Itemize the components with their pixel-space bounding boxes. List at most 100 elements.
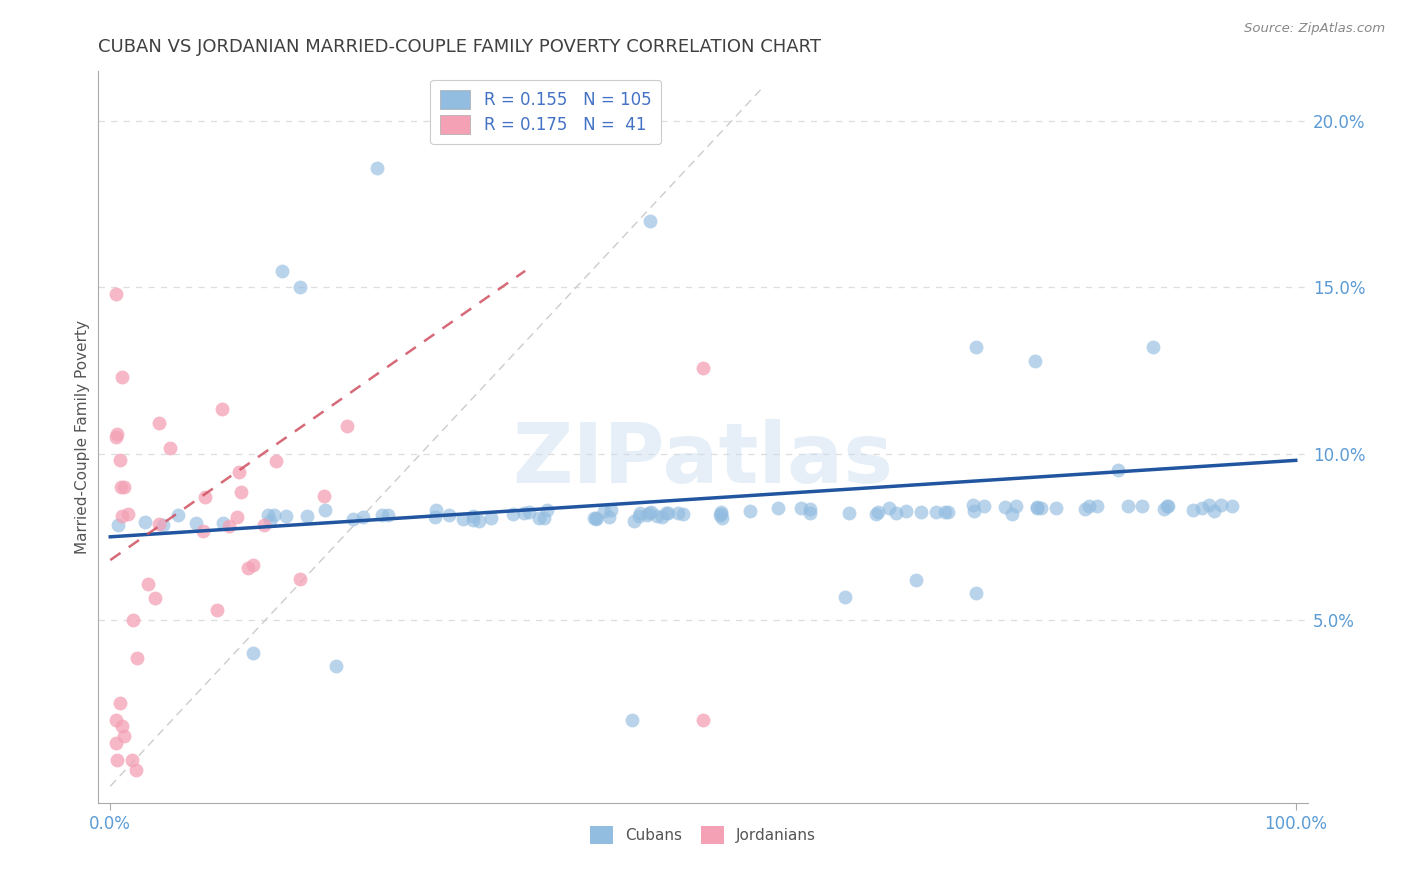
- Point: [152, 517, 174, 532]
- Point: [598, 510, 620, 524]
- Point: [228, 465, 250, 479]
- Point: [711, 511, 734, 525]
- Point: [105, 287, 128, 301]
- Point: [655, 506, 678, 520]
- Y-axis label: Married-Couple Family Poverty: Married-Couple Family Poverty: [75, 320, 90, 554]
- Point: [640, 505, 662, 519]
- Point: [666, 506, 689, 520]
- Point: [766, 500, 789, 515]
- Point: [637, 506, 659, 520]
- Point: [125, 650, 148, 665]
- Point: [1156, 500, 1178, 514]
- Point: [994, 500, 1017, 514]
- Point: [1031, 501, 1053, 516]
- Point: [325, 659, 347, 673]
- Point: [1130, 499, 1153, 513]
- Point: [1107, 463, 1129, 477]
- Point: [620, 713, 643, 727]
- Point: [259, 515, 281, 529]
- Point: [1118, 499, 1140, 513]
- Point: [1045, 501, 1067, 516]
- Point: [965, 586, 987, 600]
- Point: [314, 503, 336, 517]
- Point: [352, 510, 374, 524]
- Legend: Cubans, Jordanians: Cubans, Jordanians: [583, 820, 823, 850]
- Point: [710, 505, 733, 519]
- Point: [312, 489, 335, 503]
- Point: [205, 603, 228, 617]
- Point: [1085, 499, 1108, 513]
- Point: [108, 453, 131, 467]
- Point: [211, 401, 233, 416]
- Point: [242, 558, 264, 572]
- Point: [105, 426, 128, 441]
- Point: [628, 506, 651, 520]
- Point: [672, 507, 695, 521]
- Point: [148, 417, 170, 431]
- Text: ZIPatlas: ZIPatlas: [513, 418, 893, 500]
- Point: [253, 518, 276, 533]
- Point: [936, 505, 959, 519]
- Point: [1142, 340, 1164, 354]
- Point: [377, 508, 399, 523]
- Point: [834, 590, 856, 604]
- Point: [692, 713, 714, 727]
- Point: [229, 484, 252, 499]
- Point: [143, 591, 166, 606]
- Point: [105, 430, 128, 444]
- Point: [894, 504, 917, 518]
- Point: [242, 646, 264, 660]
- Point: [111, 719, 134, 733]
- Point: [121, 753, 143, 767]
- Point: [125, 763, 148, 777]
- Point: [517, 505, 540, 519]
- Point: [536, 502, 558, 516]
- Point: [1004, 499, 1026, 513]
- Point: [1191, 501, 1213, 516]
- Point: [479, 510, 502, 524]
- Point: [288, 280, 311, 294]
- Point: [461, 509, 484, 524]
- Point: [1198, 499, 1220, 513]
- Point: [114, 729, 136, 743]
- Point: [111, 370, 134, 384]
- Point: [838, 506, 860, 520]
- Point: [288, 572, 311, 586]
- Point: [651, 510, 673, 524]
- Point: [105, 713, 128, 727]
- Point: [425, 502, 447, 516]
- Point: [533, 511, 555, 525]
- Point: [865, 507, 887, 521]
- Point: [884, 506, 907, 520]
- Point: [114, 480, 136, 494]
- Point: [211, 516, 233, 530]
- Point: [1209, 498, 1232, 512]
- Point: [136, 576, 159, 591]
- Point: [276, 508, 298, 523]
- Point: [256, 508, 278, 522]
- Text: CUBAN VS JORDANIAN MARRIED-COUPLE FAMILY POVERTY CORRELATION CHART: CUBAN VS JORDANIAN MARRIED-COUPLE FAMILY…: [98, 38, 821, 56]
- Point: [1073, 502, 1095, 516]
- Point: [463, 513, 485, 527]
- Point: [108, 696, 131, 710]
- Point: [218, 518, 240, 533]
- Point: [527, 511, 550, 525]
- Point: [925, 505, 948, 519]
- Point: [111, 508, 134, 523]
- Point: [1024, 353, 1046, 368]
- Point: [910, 505, 932, 519]
- Point: [371, 508, 394, 522]
- Point: [366, 161, 388, 175]
- Point: [1153, 501, 1175, 516]
- Point: [513, 506, 536, 520]
- Point: [1077, 499, 1099, 513]
- Point: [623, 514, 645, 528]
- Point: [866, 505, 889, 519]
- Point: [263, 508, 285, 522]
- Point: [439, 508, 461, 522]
- Point: [107, 517, 129, 532]
- Point: [962, 504, 984, 518]
- Point: [166, 508, 188, 522]
- Point: [194, 491, 217, 505]
- Point: [585, 511, 607, 525]
